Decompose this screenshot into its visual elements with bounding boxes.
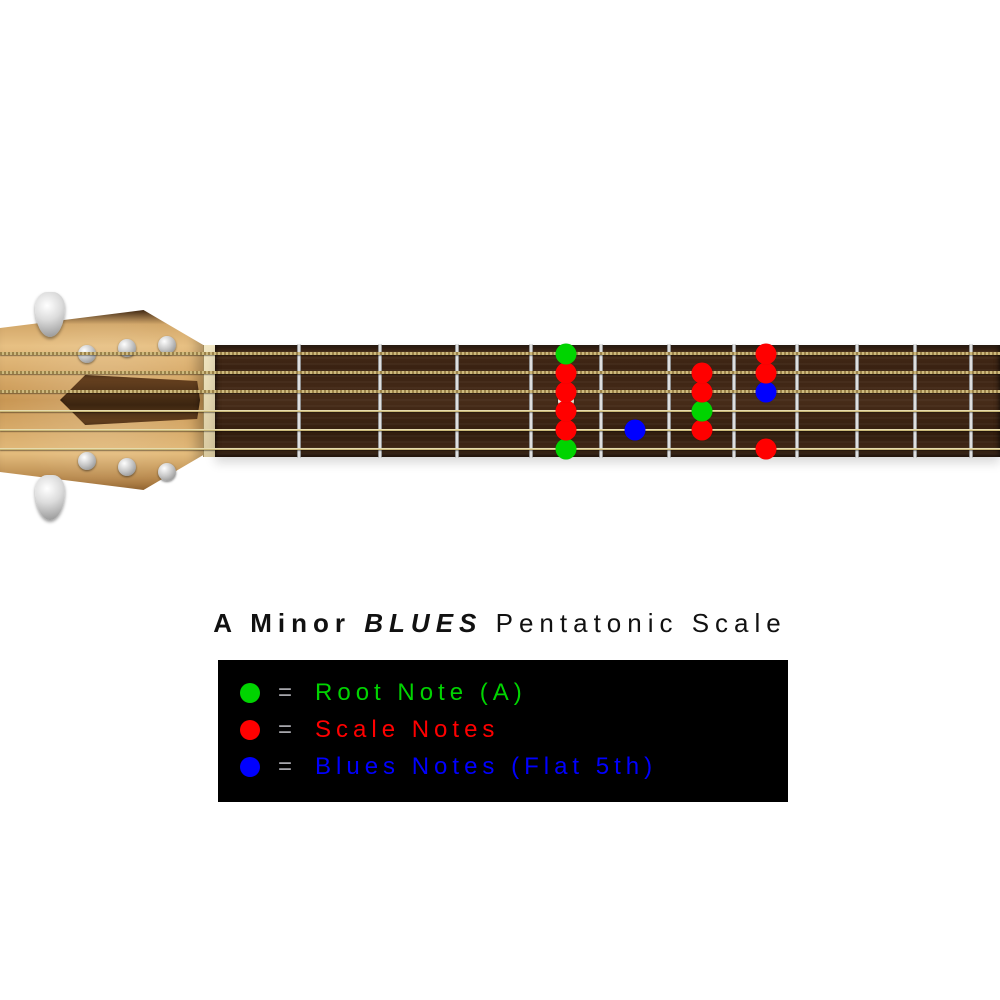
scale-note-dot	[556, 420, 577, 441]
guitar-string	[0, 371, 1000, 374]
guitar-string	[0, 390, 1000, 393]
guitar-string	[0, 429, 1000, 431]
fret-wire	[855, 344, 859, 458]
fret-wire	[913, 344, 917, 458]
title-emph: BLUES	[364, 608, 482, 638]
fret-wire	[529, 344, 533, 458]
root-legend-dot	[240, 683, 260, 703]
root-note-dot	[691, 401, 712, 422]
legend-equals: =	[278, 674, 297, 711]
tuner-post	[118, 458, 136, 476]
fret-wire	[795, 344, 799, 458]
blues-note-dot	[755, 382, 776, 403]
title-suffix: Pentatonic Scale	[496, 608, 787, 638]
legend-label: Scale Notes	[315, 711, 499, 748]
scale-note-dot	[556, 382, 577, 403]
fret-wire	[969, 344, 973, 458]
legend-box: = Root Note (A) = Scale Notes = Blues Notes (…	[218, 660, 788, 802]
fret-wire	[599, 344, 603, 458]
guitar-string	[0, 410, 1000, 412]
legend-label: Root Note (A)	[315, 674, 527, 711]
legend-equals: =	[278, 748, 297, 785]
scale-note-dot	[755, 439, 776, 460]
title-prefix: A Minor	[213, 608, 351, 638]
tuner-knob	[35, 475, 65, 520]
scale-note-dot	[556, 363, 577, 384]
blues-legend-dot	[240, 757, 260, 777]
scale-note-dot	[755, 344, 776, 365]
scale-note-dot	[691, 420, 712, 441]
diagram-root: A Minor BLUES Pentatonic Scale = Root Not…	[0, 0, 1000, 1000]
legend-row: = Scale Notes	[240, 711, 766, 748]
fret-wire	[732, 344, 736, 458]
legend-row: = Root Note (A)	[240, 674, 766, 711]
scale-note-dot	[691, 363, 712, 384]
scale-note-dot	[556, 401, 577, 422]
scale-legend-dot	[240, 720, 260, 740]
guitar-neck	[0, 290, 1000, 515]
fretboard	[215, 345, 1000, 457]
blues-note-dot	[625, 420, 646, 441]
headstock-center-plate	[60, 375, 200, 425]
legend-label: Blues Notes (Flat 5th)	[315, 748, 657, 785]
root-note-dot	[556, 439, 577, 460]
guitar-string	[0, 352, 1000, 355]
legend-row: = Blues Notes (Flat 5th)	[240, 748, 766, 785]
scale-note-dot	[755, 363, 776, 384]
guitar-string	[0, 448, 1000, 450]
tuner-post	[78, 452, 96, 470]
diagram-title: A Minor BLUES Pentatonic Scale	[0, 608, 1000, 639]
tuner-post	[158, 463, 176, 481]
fret-wire	[455, 344, 459, 458]
fret-wire	[667, 344, 671, 458]
fret-wire	[297, 344, 301, 458]
root-note-dot	[556, 344, 577, 365]
fret-wire	[378, 344, 382, 458]
scale-note-dot	[691, 382, 712, 403]
legend-equals: =	[278, 711, 297, 748]
